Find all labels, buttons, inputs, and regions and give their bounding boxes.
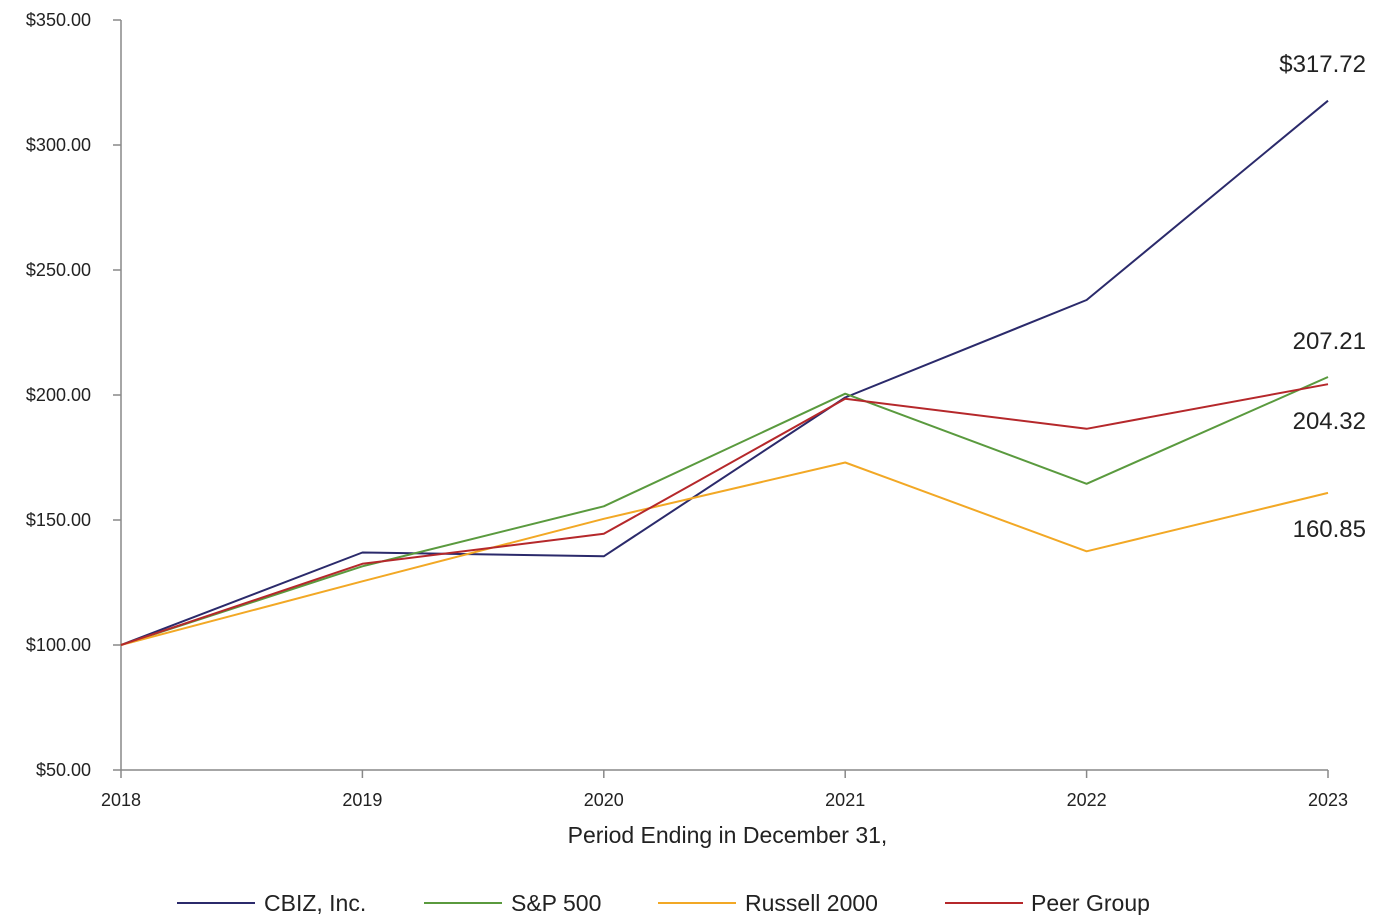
x-tick-label: 2023 [1308,790,1348,810]
legend-label: Peer Group [1031,890,1150,915]
legend-label: S&P 500 [511,890,601,915]
x-tick-label: 2020 [584,790,624,810]
axes [120,20,1328,771]
legend-label: CBIZ, Inc. [264,890,366,915]
x-tick-label: 2018 [101,790,141,810]
x-axis-title: Period Ending in December 31, [568,822,888,848]
legend: CBIZ, Inc. S&P 500 Russell 2000 Peer Group [177,890,1150,915]
end-value-label: 204.32 [1293,408,1366,435]
y-tick-label: $150.00 [26,510,91,530]
series-lines [120,99,1329,646]
end-value-label: 207.21 [1293,328,1366,355]
x-axis-ticks: 2018 2019 2020 2021 2022 2023 [101,770,1348,810]
y-tick-label: $250.00 [26,260,91,280]
x-tick-label: 2022 [1067,790,1107,810]
end-value-label: 160.85 [1293,516,1366,543]
series-line-cbiz-inc [120,99,1329,646]
x-tick-label: 2021 [825,790,865,810]
y-tick-label: $50.00 [36,760,91,780]
end-value-label: $317.72 [1279,51,1366,78]
series-line-russell-2000 [120,461,1329,646]
y-tick-label: $200.00 [26,385,91,405]
y-tick-label: $100.00 [26,635,91,655]
end-labels: $317.72 207.21 204.32 160.85 [1279,51,1366,543]
y-tick-label: $350.00 [26,10,91,30]
series-line-peer-group [120,383,1329,646]
x-tick-label: 2019 [342,790,382,810]
y-tick-label: $300.00 [26,135,91,155]
legend-label: Russell 2000 [745,890,878,915]
y-axis-ticks: $50.00 $100.00 $150.00 $200.00 $250.00 $300.0… [26,10,121,780]
series-line-s-p-500 [120,376,1329,646]
